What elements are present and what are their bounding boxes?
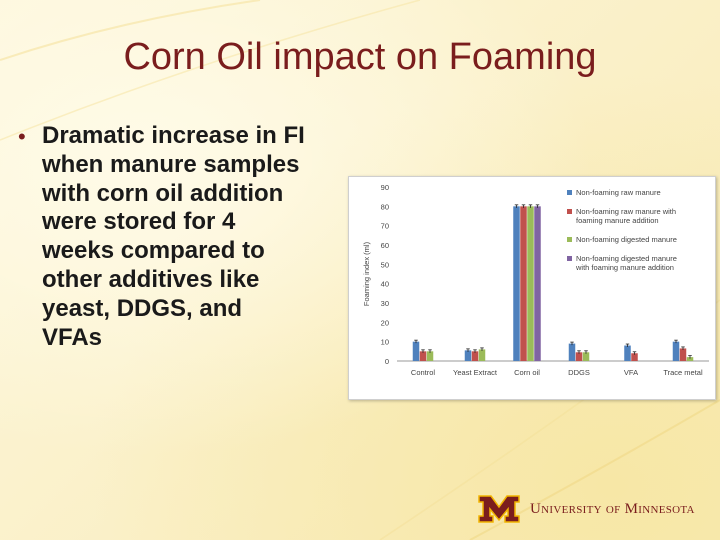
legend-label: Non-foaming digested manure with foaming … [575, 254, 677, 272]
y-tick-label: 30 [381, 299, 389, 308]
y-tick-label: 70 [381, 222, 389, 231]
legend-label: Non-foaming digested manure [576, 235, 677, 244]
x-tick-label: Corn oil [514, 368, 540, 377]
y-tick-label: 10 [381, 338, 389, 347]
bar [575, 352, 583, 361]
bar [419, 351, 427, 361]
x-tick-label: Control [411, 368, 436, 377]
bar [412, 341, 420, 361]
legend-swatch [567, 209, 572, 214]
x-tick-label: Yeast Extract [453, 368, 498, 377]
bar [568, 343, 576, 361]
legend-swatch [567, 190, 572, 195]
x-tick-label: VFA [624, 368, 638, 377]
y-tick-label: 60 [381, 241, 389, 250]
bar [624, 345, 631, 361]
bar [631, 353, 638, 361]
bar [520, 206, 527, 361]
block-m-logo-icon [478, 495, 520, 523]
slide-title: Corn Oil impact on Foaming [123, 36, 597, 78]
bar [464, 350, 472, 361]
bullet-list: • Dramatic increase in FI when manure sa… [18, 122, 358, 352]
y-tick-label: 0 [385, 357, 389, 366]
y-tick-label: 20 [381, 318, 389, 327]
y-tick-label: 80 [381, 202, 389, 211]
bar [582, 352, 590, 361]
bar [426, 351, 434, 361]
bar [686, 357, 694, 361]
chart-svg: Foaming index (ml) 0 10 20 30 40 50 60 70 80 90 Con… [362, 183, 709, 377]
bullet-text: Dramatic increase in FI when manure samp… [42, 122, 305, 351]
bar [534, 206, 541, 361]
foaming-index-chart: Foaming index (ml) 0 10 20 30 40 50 60 70 80 90 Con… [348, 176, 716, 400]
legend-label: Non-foaming raw manure [576, 188, 661, 197]
y-tick-label: 40 [381, 280, 389, 289]
university-name-text: University of Minnesota [530, 501, 695, 517]
x-tick-label: Trace metal [663, 368, 703, 377]
bar [478, 349, 486, 361]
y-axis-label: Foaming index (ml) [362, 241, 371, 306]
y-tick-label: 50 [381, 260, 389, 269]
bar [527, 206, 534, 361]
bar [513, 206, 520, 361]
legend-swatch [567, 256, 572, 261]
y-tick-label: 90 [381, 183, 389, 192]
bar [679, 348, 687, 361]
legend-label: Non-foaming raw manure with foaming manur… [576, 207, 676, 225]
university-name: University of Minnesota [530, 501, 695, 518]
bullet-marker: • [18, 124, 26, 149]
legend-swatch [567, 237, 572, 242]
x-tick-label: DDGS [568, 368, 590, 377]
bar [471, 351, 479, 361]
bar [672, 341, 680, 361]
